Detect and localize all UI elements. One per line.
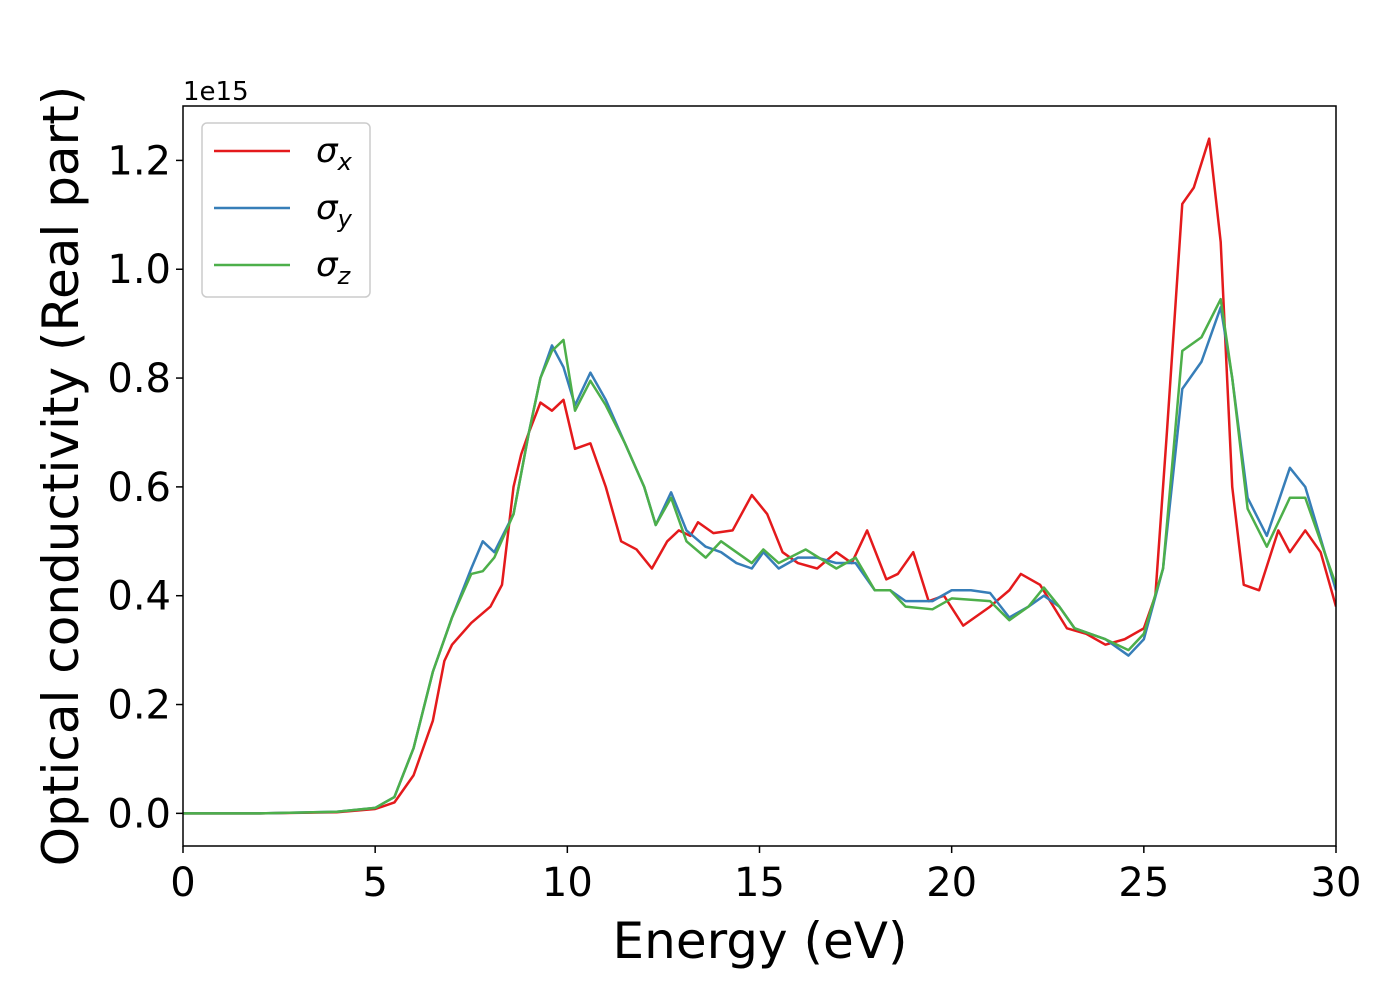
x-tick-label: 25 — [1118, 860, 1169, 906]
y-axis-label: Optical conductivity (Real part) — [32, 86, 90, 867]
x-tick-label: 10 — [542, 860, 593, 906]
legend-label: σx — [316, 131, 353, 176]
y-tick-label: 0.8 — [107, 356, 171, 402]
x-tick-label: 20 — [926, 860, 977, 906]
legend-label: σy — [316, 188, 353, 233]
y-tick-label: 0.6 — [107, 465, 171, 511]
legend-label: σz — [316, 245, 352, 290]
y-tick-label: 0.4 — [107, 574, 171, 620]
x-tick-label: 5 — [362, 860, 387, 906]
series-line — [183, 297, 1336, 815]
x-tick-label: 30 — [1311, 860, 1362, 906]
x-tick-label: 15 — [734, 860, 785, 906]
x-tick-label: 0 — [170, 860, 195, 906]
x-axis-label: Energy (eV) — [613, 912, 908, 970]
y-tick-label: 0.2 — [107, 683, 171, 729]
legend-box — [201, 122, 371, 298]
y-tick-label: 1.0 — [107, 247, 171, 293]
y-tick-label: 0.0 — [107, 791, 171, 837]
plot-frame — [182, 105, 1337, 847]
offset-label: 1e15 — [183, 77, 249, 107]
y-tick-label: 1.2 — [107, 138, 171, 184]
series-line — [183, 137, 1336, 815]
